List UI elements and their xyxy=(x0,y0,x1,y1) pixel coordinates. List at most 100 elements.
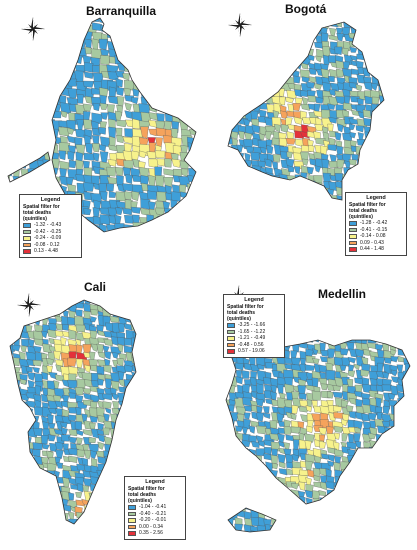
map-region xyxy=(409,484,410,495)
map-region xyxy=(131,97,139,105)
map-region xyxy=(339,348,349,356)
map-region xyxy=(375,463,386,473)
map-region xyxy=(92,22,103,31)
map-region xyxy=(349,411,358,419)
map-region xyxy=(396,476,408,483)
map-region xyxy=(146,151,157,159)
map-region xyxy=(354,454,364,461)
map-region xyxy=(308,67,317,75)
map-region xyxy=(19,378,27,385)
map-region xyxy=(235,376,243,385)
map-region xyxy=(368,511,379,522)
map-region xyxy=(62,323,69,331)
map-region xyxy=(340,419,348,427)
map-region xyxy=(60,110,68,118)
map-region xyxy=(76,94,84,104)
map-region xyxy=(299,90,309,97)
map-region xyxy=(411,503,417,510)
map-region xyxy=(82,429,92,436)
legend-entry: -0.08 - 0.12 xyxy=(23,242,78,249)
map-region xyxy=(381,420,390,428)
map-region xyxy=(115,166,124,176)
map-region xyxy=(362,526,369,532)
map-region xyxy=(395,468,404,479)
legend-subtitle: total deaths xyxy=(23,210,52,216)
map-region xyxy=(257,160,266,168)
map-region xyxy=(96,451,105,458)
map-region xyxy=(348,489,358,500)
legend-swatch xyxy=(349,221,357,226)
north-arrow-icon xyxy=(228,13,252,37)
map-region xyxy=(227,483,237,490)
map-region xyxy=(301,103,310,111)
map-region xyxy=(355,125,365,133)
map-region xyxy=(409,369,410,378)
map-region xyxy=(381,516,392,526)
map-region xyxy=(32,367,40,374)
map-region xyxy=(97,352,106,359)
map-region xyxy=(402,407,410,418)
map-region xyxy=(305,510,315,520)
map-region xyxy=(116,96,125,106)
map-region xyxy=(395,449,405,460)
map-region xyxy=(390,474,400,484)
map-region xyxy=(389,461,401,470)
map-region xyxy=(285,96,295,104)
map-region xyxy=(354,390,363,398)
map-region xyxy=(403,510,410,521)
map-region xyxy=(376,474,388,482)
map-region xyxy=(410,475,417,481)
map-region xyxy=(293,505,304,515)
map-region xyxy=(315,55,322,63)
map-region xyxy=(328,75,335,83)
map-region xyxy=(383,456,394,466)
map-region xyxy=(56,462,64,469)
map-region xyxy=(360,518,369,529)
legend-entry: -1.28 - -0.42 xyxy=(349,220,403,227)
map-region xyxy=(397,355,405,363)
map-region xyxy=(235,362,244,371)
map-region xyxy=(328,116,337,124)
map-region xyxy=(110,372,120,382)
map-region xyxy=(226,433,230,444)
map-region xyxy=(250,496,261,506)
map-region xyxy=(312,533,318,540)
legend-subtitle: Spatial filter for xyxy=(227,304,264,310)
map-region xyxy=(314,124,324,132)
city-boundary xyxy=(9,299,137,525)
map-region xyxy=(83,351,92,359)
map-region xyxy=(67,145,76,154)
map-region xyxy=(299,502,309,514)
map-region xyxy=(55,449,64,459)
map-region xyxy=(377,491,387,499)
map-region xyxy=(332,384,341,392)
map-region xyxy=(242,460,254,470)
map-region xyxy=(300,62,308,70)
map-region xyxy=(262,475,270,486)
map-region xyxy=(402,433,410,443)
legend-label: -0.14 - 0.08 xyxy=(360,233,386,240)
legend-entry: -0.40 - -0.21 xyxy=(128,511,182,518)
map-region xyxy=(354,427,361,434)
map-region xyxy=(264,497,275,505)
map-region xyxy=(33,338,44,346)
map-region xyxy=(333,405,342,412)
map-region xyxy=(297,524,309,532)
map-region xyxy=(404,340,410,346)
map-region xyxy=(249,476,260,486)
map-region xyxy=(226,448,232,458)
map-region xyxy=(395,502,403,513)
map-region xyxy=(140,126,149,139)
legend-entry: 0.09 - 0.43 xyxy=(349,240,403,247)
map-region xyxy=(320,525,330,532)
legend-swatch xyxy=(128,524,136,529)
map-region xyxy=(349,123,356,130)
map-region xyxy=(388,399,398,407)
map-region xyxy=(226,412,229,423)
map-region xyxy=(306,524,316,532)
map-region xyxy=(362,454,369,463)
map-region xyxy=(228,454,237,462)
map-region xyxy=(388,525,396,532)
map-region xyxy=(326,531,333,532)
map-region xyxy=(116,365,127,374)
